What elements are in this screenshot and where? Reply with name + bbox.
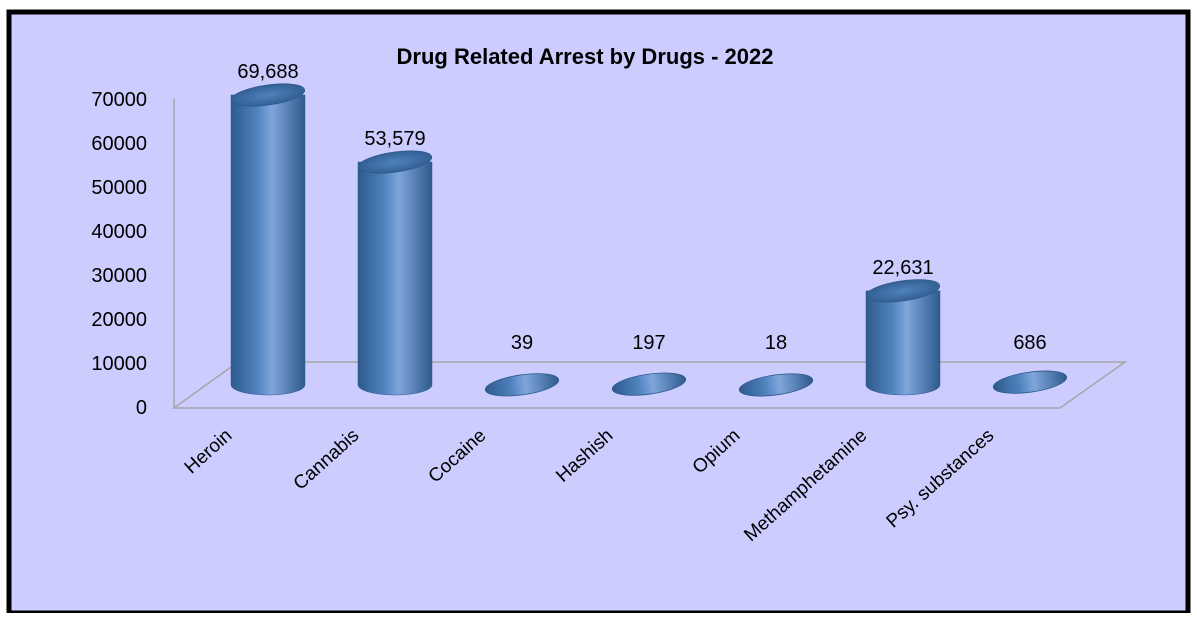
bar-body	[230, 94, 306, 396]
bar-top	[611, 372, 687, 396]
data-label: 39	[511, 332, 533, 354]
data-label: 22,631	[872, 257, 933, 279]
y-tick-label: 0	[136, 397, 147, 419]
y-tick-label: 60000	[91, 133, 147, 155]
y-tick-label: 50000	[91, 177, 147, 199]
bar-top	[738, 373, 814, 397]
bar-cocaine: 39	[484, 332, 560, 397]
bar-body	[865, 290, 941, 396]
bar-top	[357, 150, 433, 174]
bar-top	[230, 83, 306, 107]
y-tick-label: 70000	[91, 89, 147, 111]
chart-background	[6, 9, 1191, 616]
data-label: 53,579	[364, 128, 425, 150]
data-label: 18	[765, 332, 787, 354]
bar-psy-substances: 686	[992, 332, 1068, 394]
y-axis-ticks: 0 10000 20000 30000 40000 50000 60000 70000	[91, 89, 147, 419]
data-label: 686	[1013, 332, 1046, 354]
y-tick-label: 10000	[91, 353, 147, 375]
bar-cannabis: 53,579	[357, 128, 433, 396]
chart-title: Drug Related Arrest by Drugs - 2022	[397, 44, 774, 69]
chart-floor	[171, 361, 1128, 409]
bars: 69,688 53,579 39 197 18 22,631 686	[230, 61, 1068, 397]
bar-heroin: 69,688	[230, 61, 306, 396]
bar-opium: 18	[738, 332, 814, 397]
bar-top	[992, 370, 1068, 394]
bar-hashish: 197	[611, 332, 687, 396]
y-tick-label: 40000	[91, 221, 147, 243]
data-label: 69,688	[237, 61, 298, 83]
bar-body	[357, 161, 433, 396]
y-tick-label: 20000	[91, 309, 147, 331]
y-tick-label: 30000	[91, 265, 147, 287]
bar-top	[865, 279, 941, 303]
bar-methamphetamine: 22,631	[865, 257, 941, 396]
data-label: 197	[632, 332, 665, 354]
bar-top	[484, 373, 560, 397]
